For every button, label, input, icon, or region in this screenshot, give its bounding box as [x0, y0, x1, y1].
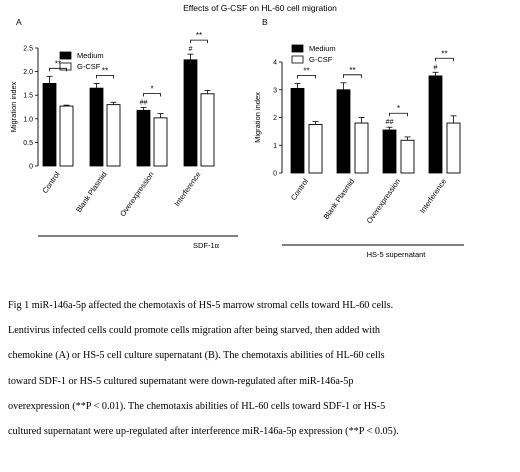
group-label: HS-5 supernatant [367, 250, 427, 259]
significance-bracket [389, 112, 408, 117]
significance-bracket [190, 39, 208, 44]
caption-line: chemokine (A) or HS-5 cell culture super… [8, 350, 385, 362]
legend-swatch-g-csf [291, 55, 304, 64]
significance-bracket [96, 75, 114, 79]
y-tick-label: 4 [273, 60, 277, 67]
chart-a: 0 0.5 1.0 1.5 2.0 2.5 Migration index Medium G-C… [9, 31, 238, 250]
bar-medium [336, 89, 351, 174]
y-tick-label: 0 [273, 171, 277, 178]
significance-label: ** [196, 31, 202, 40]
bar-g-csf [446, 122, 461, 174]
legend-swatch-medium [59, 51, 72, 60]
y-tick-label: 2.5 [23, 46, 33, 53]
bar-g-csf [308, 123, 323, 174]
significance-bracket [343, 74, 362, 78]
medium-mark-label: ## [140, 99, 148, 106]
category-label: Blank Plasmid [322, 177, 357, 221]
caption-line: overexpression (**P < 0.01). The chemota… [8, 400, 386, 412]
y-tick-label: 3 [273, 87, 277, 94]
significance-label: * [150, 84, 153, 93]
bar-g-csf [106, 104, 121, 167]
bar-medium [428, 75, 443, 174]
bar-g-csf [354, 122, 369, 174]
significance-label: ** [102, 66, 108, 75]
y-tick-label: 2.0 [23, 69, 33, 76]
panel-label-b: B [262, 17, 268, 27]
bar-medium [136, 109, 151, 167]
medium-mark-label: # [189, 46, 193, 53]
significance-label: ** [55, 59, 61, 68]
bar-medium [89, 87, 104, 167]
y-tick-label: 1 [273, 143, 277, 150]
panel-label-a: A [16, 17, 22, 27]
legend-swatch-g-csf [59, 62, 72, 71]
y-tick-label: 0.5 [23, 140, 33, 147]
y-tick-label: 1.0 [23, 116, 33, 123]
bar-medium [42, 83, 57, 167]
figure-caption: Fig 1 miR-146a-5p affected the chemotaxi… [8, 293, 518, 444]
bar-g-csf [400, 139, 415, 174]
bar-g-csf [200, 93, 215, 167]
significance-bracket [297, 74, 316, 79]
legend-label: Medium [309, 44, 336, 53]
bar-medium [183, 59, 198, 167]
bar-medium [290, 87, 305, 174]
category-label: Control [40, 170, 61, 195]
y-tick-label: 0 [29, 164, 33, 171]
significance-label: ** [349, 66, 355, 75]
caption-line: Fig 1 miR-146a-5p affected the chemotaxi… [8, 300, 394, 311]
caption-line: Lentivirus infected cells could promote … [8, 325, 381, 337]
medium-mark-label: # [434, 64, 438, 71]
significance-bracket [435, 57, 454, 62]
y-tick-label: 2 [273, 115, 277, 122]
significance-label: ** [303, 66, 309, 75]
category-label: Interference [172, 170, 202, 208]
y-axis-title: Migration index [9, 81, 18, 132]
category-label: Overexpression [365, 177, 403, 225]
bar-g-csf [59, 105, 74, 167]
category-label: Blank Plasmid [74, 170, 109, 214]
page-title: Effects of G-CSF on HL-60 cell migration [183, 3, 337, 13]
group-label: SDF-1α [193, 241, 220, 250]
medium-mark-label: ## [386, 119, 394, 126]
category-label: Overexpression [118, 170, 156, 218]
caption-line: cultured supernatant were up-regulated a… [8, 426, 399, 438]
legend-label: G-CSF [309, 55, 333, 64]
bar-g-csf [153, 117, 168, 167]
legend-label: Medium [77, 51, 104, 60]
category-label: Interference [418, 177, 448, 215]
significance-label: ** [441, 49, 447, 58]
significance-bracket [143, 93, 161, 97]
legend-swatch-medium [291, 44, 304, 53]
significance-label: * [397, 104, 400, 113]
category-label: Control [289, 177, 310, 202]
significance-bracket [49, 67, 67, 72]
y-tick-label: 1.5 [23, 93, 33, 100]
caption-line: toward SDF-1 or HS-5 cultured supernatan… [8, 375, 354, 387]
y-axis-title: Migration index [253, 92, 262, 143]
bar-medium [382, 129, 397, 174]
legend-label: G-CSF [77, 62, 101, 71]
